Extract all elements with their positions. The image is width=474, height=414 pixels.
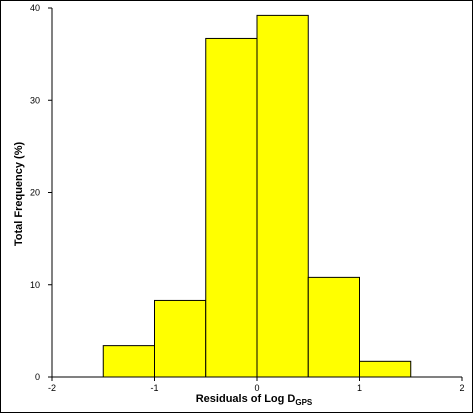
histogram-bar	[307, 276, 360, 378]
x-axis-title: Residuals of Log DGPS	[196, 393, 313, 407]
x-tick-label: 0	[254, 383, 259, 393]
histogram-bar	[359, 360, 412, 378]
y-tick-label: 0	[35, 372, 40, 382]
histogram-bar	[154, 299, 207, 378]
x-tick-label: -1	[150, 383, 158, 393]
y-axis-title: Total Frequency (%)	[13, 142, 25, 247]
y-tick-label: 30	[30, 95, 40, 105]
x-axis-title-main: Residuals of Log D	[196, 393, 296, 405]
y-tick-label: 10	[30, 280, 40, 290]
x-tick-label: 1	[357, 383, 362, 393]
y-tick-label: 40	[30, 3, 40, 13]
bars-group	[102, 14, 412, 378]
x-tick-label: 2	[459, 383, 464, 393]
histogram-bar	[102, 345, 155, 378]
histogram-bar	[256, 14, 309, 378]
x-axis-title-subscript: GPS	[295, 398, 313, 407]
histogram-bar	[205, 37, 258, 378]
y-tick-label: 20	[30, 188, 40, 198]
x-tick-label: -2	[48, 383, 56, 393]
